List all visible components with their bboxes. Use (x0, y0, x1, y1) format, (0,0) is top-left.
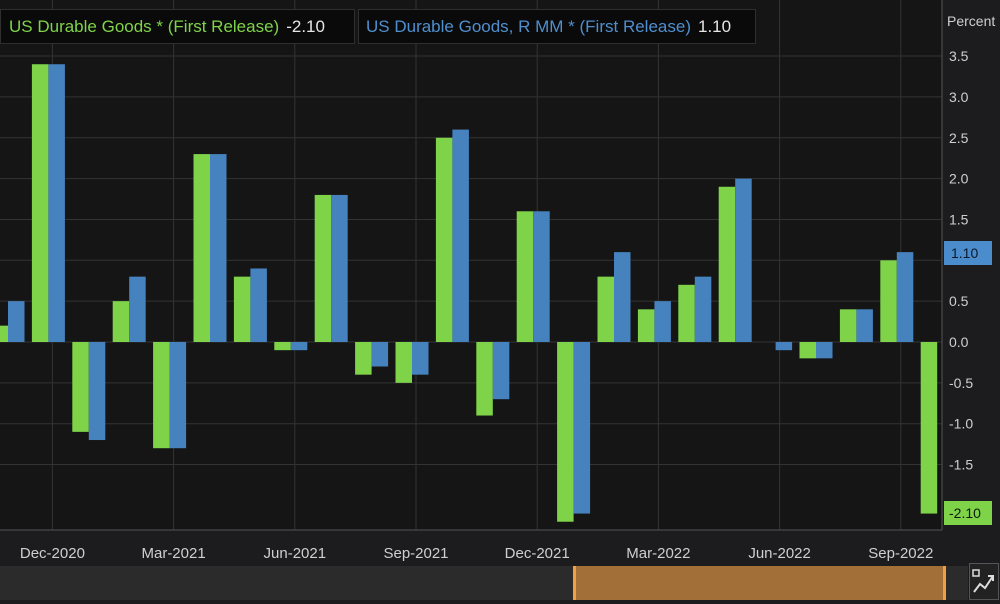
bar-series1 (678, 284, 695, 342)
bar-series1 (314, 194, 332, 342)
x-axis: Dec-2020 Mar-2021 Jun-2021 Sep-2021 Dec-2021… (20, 545, 933, 562)
bar-series2 (654, 301, 671, 342)
bar-series1 (839, 309, 857, 342)
navigator-handle-right[interactable] (943, 566, 946, 600)
bar-series1 (0, 325, 8, 342)
bar-series1 (476, 342, 493, 416)
legend-series1-name: US Durable Goods * (First Release) (9, 16, 280, 36)
grid-lines (0, 0, 943, 531)
navigator-selection[interactable] (575, 566, 945, 600)
x-tick-label: Jun-2022 (748, 545, 811, 562)
bar-series2 (169, 342, 187, 449)
legend-series1-value: -2.10 (286, 16, 325, 36)
bar-series1 (435, 137, 453, 342)
navigator-handle-left[interactable] (573, 566, 576, 600)
bar-series1 (516, 211, 534, 342)
y-tick-label: 2.5 (949, 130, 969, 146)
legend-series2-name: US Durable Goods, R MM * (First Release) (366, 16, 691, 36)
bar-series2 (412, 342, 429, 375)
bar-series2 (290, 342, 308, 351)
bar-series2 (694, 276, 712, 342)
plot-area (0, 0, 942, 530)
last-value-badge-series2-text: 1.10 (951, 245, 978, 261)
y-tick-label: 0.0 (949, 334, 969, 350)
y-tick-label: -1.5 (949, 457, 973, 473)
bar-series1 (718, 186, 736, 342)
bar-series2 (492, 342, 510, 400)
chart-settings-icon[interactable] (969, 563, 999, 600)
x-tick-label: Sep-2022 (868, 545, 933, 562)
last-value-badge-series2 (944, 241, 992, 265)
bar-series1 (637, 309, 655, 342)
y-axis-label: Percent (947, 13, 995, 29)
bar-series2 (210, 154, 227, 342)
x-tick-label: Jun-2021 (264, 545, 327, 562)
y-tick-label: 3.5 (949, 48, 969, 64)
bar-series2 (735, 178, 752, 342)
bar-series1 (395, 342, 412, 383)
legend-series1[interactable]: US Durable Goods * (First Release) -2.10 (0, 9, 355, 44)
y-tick-label: 3.0 (949, 89, 969, 105)
bar-series1 (597, 276, 614, 342)
bar-series1 (274, 342, 291, 351)
last-value-badge-series1 (944, 501, 992, 525)
bar-series1 (920, 342, 938, 514)
x-tick-label: Mar-2022 (626, 545, 690, 562)
bar-series1 (153, 342, 170, 449)
bar-series1 (880, 260, 897, 342)
y-tick-label: 0.5 (949, 293, 969, 309)
legend-series2-value: 1.10 (697, 16, 732, 36)
bar-series1 (31, 64, 49, 342)
bar-series2 (48, 64, 65, 342)
x-tick-label: Sep-2021 (383, 545, 448, 562)
bar-series1 (233, 276, 251, 342)
bar-series1 (355, 342, 372, 375)
bars (0, 64, 938, 522)
bar-series2 (573, 342, 591, 514)
y-axis: 3.5 3.0 2.5 2.0 1.5 0.5 0.0 -0.5 -1.0 -1.5 (949, 48, 973, 473)
x-tick-label: Dec-2020 (20, 545, 85, 562)
bar-series2 (856, 309, 873, 342)
y-tick-label: -0.5 (949, 375, 973, 391)
bar-series2 (896, 252, 914, 342)
bar-series2 (614, 252, 631, 342)
bar-series2 (331, 194, 348, 342)
bar-series2 (250, 268, 267, 342)
bar-series1 (193, 154, 210, 342)
bar-series2 (88, 342, 106, 441)
y-tick-label: 1.5 (949, 211, 969, 227)
x-tick-label: Mar-2021 (141, 545, 205, 562)
bar-series1 (557, 342, 574, 522)
bar-series2 (129, 276, 146, 342)
legend-series2[interactable]: US Durable Goods, R MM * (First Release)… (358, 9, 756, 44)
bar-series2 (816, 342, 833, 359)
bar-series2 (371, 342, 389, 367)
last-value-badge-series1-text: -2.10 (949, 505, 981, 521)
y-tick-label: -1.0 (949, 416, 973, 432)
bar-series2 (452, 129, 469, 342)
x-tick-label: Dec-2021 (505, 545, 570, 562)
bar-series1 (112, 301, 130, 342)
bar-series1 (799, 342, 816, 359)
y-tick-label: 2.0 (949, 171, 969, 187)
bar-series2 (533, 211, 550, 342)
bar-series2 (775, 342, 793, 351)
bar-series2 (8, 301, 25, 342)
bar-series1 (72, 342, 89, 432)
